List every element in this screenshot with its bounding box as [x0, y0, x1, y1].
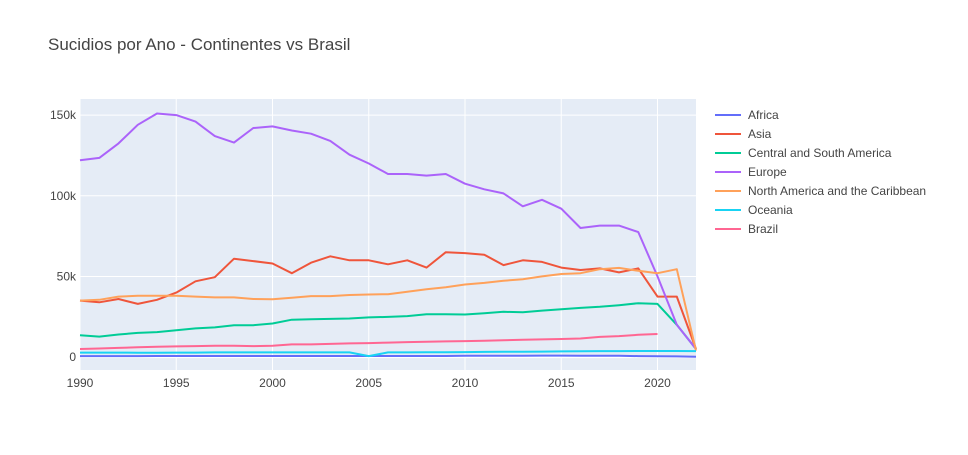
x-tick-label: 2015: [548, 376, 575, 390]
legend-label: Central and South America: [748, 146, 892, 160]
y-tick-label: 150k: [50, 108, 77, 122]
x-tick-label: 2020: [644, 376, 671, 390]
y-tick-label: 0: [69, 350, 76, 364]
series-line-brazil[interactable]: [79, 333, 658, 350]
x-tick-label: 1995: [163, 376, 190, 390]
legend-label: Brazil: [748, 222, 778, 236]
plot-background: [80, 99, 696, 370]
series-line-asia[interactable]: [79, 251, 697, 350]
y-tick-label: 100k: [50, 189, 77, 203]
series-lines: [79, 112, 697, 358]
axis-tick-labels: 1990 1995 2000 2005 2010 2015 2020 0 50k 100k 150k: [50, 108, 671, 390]
legend-label: Europe: [748, 165, 787, 179]
x-tick-label: 2000: [259, 376, 286, 390]
chart-title: Sucidios por Ano - Continentes vs Brasil: [48, 35, 350, 54]
series-line-oceania[interactable]: [80, 350, 697, 358]
legend-item[interactable]: Africa: [715, 108, 779, 122]
x-tick-label: 2005: [355, 376, 382, 390]
legend-label: Asia: [748, 127, 772, 141]
legend-label: North America and the Caribbean: [748, 184, 926, 198]
legend-label: Oceania: [748, 203, 793, 217]
y-tick-label: 50k: [57, 269, 77, 283]
legend-item[interactable]: Central and South America: [715, 146, 892, 160]
x-tick-label: 2010: [452, 376, 479, 390]
legend-item[interactable]: North America and the Caribbean: [715, 184, 926, 198]
grid-lines: [79, 99, 696, 370]
series-line-europe[interactable]: [79, 112, 697, 350]
series-line-central-and-south-america[interactable]: [79, 302, 697, 350]
x-tick-label: 1990: [67, 376, 94, 390]
legend-item[interactable]: Asia: [715, 127, 772, 141]
series-line-north-america-and-the-caribbean[interactable]: [79, 266, 697, 351]
legend-item[interactable]: Brazil: [715, 222, 778, 236]
legend-item[interactable]: Europe: [715, 165, 787, 179]
legend-label: Africa: [748, 108, 779, 122]
series-line-africa[interactable]: [80, 354, 697, 358]
legend-item[interactable]: Oceania: [715, 203, 793, 217]
legend: Africa Asia Central and South America Europ…: [715, 108, 926, 236]
